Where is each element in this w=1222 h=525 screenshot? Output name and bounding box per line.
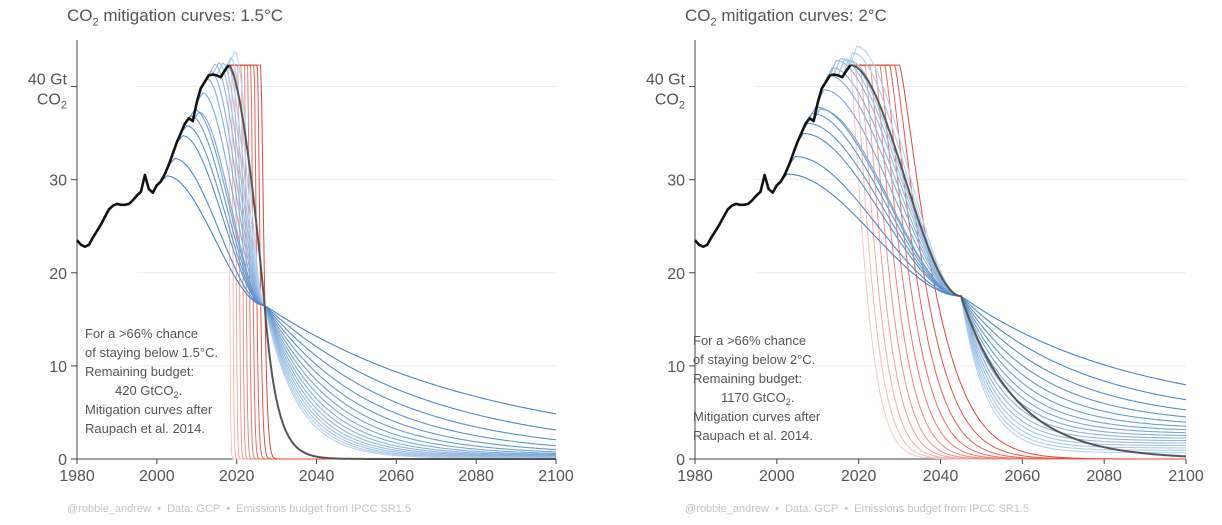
blue-curve: [829, 59, 1186, 442]
chart-plot-1p5: 0 10 20 30 40 Gt CO2 1980 2000 2020 2040 2060 2080 2…: [28, 40, 574, 485]
x-tick-label: 2080: [1086, 468, 1122, 485]
chart-panel-1p5: CO2 mitigation curves: 1.5°C 0 10 20 30 40 G…: [28, 6, 574, 515]
red-curve: [228, 64, 556, 460]
y-unit-label: 40 Gt: [28, 72, 68, 89]
chart-title: CO2 mitigation curves: 2°C: [685, 6, 887, 29]
annotation-line: For a >66% chance: [693, 333, 806, 348]
blue-curve: [805, 112, 1187, 423]
annotation-line: of staying below 2°C.: [693, 352, 815, 367]
red-curve: [228, 64, 556, 460]
x-tick-label: 2060: [379, 468, 415, 485]
blue-curve: [220, 63, 556, 459]
red-curve: [228, 64, 556, 460]
red-curve: [228, 64, 556, 460]
blue-curve: [224, 56, 556, 459]
blue-curve: [192, 111, 557, 455]
y-tick-label: 0: [58, 452, 67, 469]
y-tick-label: 0: [676, 452, 685, 469]
annotation-line: Mitigation curves after: [693, 409, 821, 424]
red-curve: [228, 64, 556, 460]
annotation-line: Remaining budget:: [693, 371, 802, 386]
x-tick-label: 2040: [923, 468, 959, 485]
chart-title: CO2 mitigation curves: 1.5°C: [67, 6, 284, 29]
blue-curve: [228, 50, 556, 459]
x-tick-label: 2080: [458, 468, 494, 485]
x-tick-label: 2040: [299, 468, 335, 485]
x-tick-label: 1980: [59, 468, 95, 485]
annotation-line: For a >66% chance: [85, 326, 198, 341]
x-tick-label: 2100: [538, 468, 574, 485]
reference-curve: [850, 64, 1187, 458]
annotation-line: Raupach et al. 2014.: [693, 428, 813, 443]
blue-curve: [837, 58, 1186, 447]
annotation-line: of staying below 1.5°C.: [85, 345, 218, 360]
chart-credit: @robbie_andrew • Data: GCP • Emissions b…: [685, 503, 1030, 515]
red-curve: [228, 64, 556, 460]
blue-curve: [813, 108, 1187, 431]
annotation-line: 420 GtCO2.: [115, 383, 182, 400]
y-tick-label: 30: [49, 173, 67, 190]
historical-line: [76, 64, 230, 248]
annotation-line: Mitigation curves after: [85, 402, 213, 417]
blue-curve: [176, 135, 557, 441]
blue-curve: [180, 125, 557, 447]
red-curve: [228, 65, 556, 460]
y-tick-label: 20: [49, 266, 67, 283]
blue-curve: [160, 175, 557, 415]
blue-curve: [184, 115, 557, 451]
chart-credit: @robbie_andrew • Data: GCP • Emissions b…: [67, 503, 412, 515]
y-tick-label: 30: [667, 173, 685, 190]
red-curve: [228, 64, 556, 460]
x-tick-label: 1980: [677, 468, 713, 485]
historical-line: [694, 64, 852, 248]
blue-curve: [780, 173, 1187, 386]
chart-plot-2: 0 10 20 30 40 Gt CO2 1980 2000 2020 2040 2060 2080 2…: [646, 40, 1204, 485]
x-tick-label: 2020: [841, 468, 877, 485]
red-curve: [228, 64, 556, 460]
y-tick-label: 10: [667, 359, 685, 376]
blue-curve: [196, 92, 556, 456]
annotation-line: Raupach et al. 2014.: [85, 421, 205, 436]
red-curve: [850, 64, 1186, 460]
blue-curve: [796, 132, 1187, 411]
blue-curve: [845, 52, 1186, 451]
blue-curve: [168, 158, 557, 431]
blue-curve: [788, 156, 1187, 401]
x-tick-label: 2100: [1168, 468, 1204, 485]
x-tick-label: 2060: [1005, 468, 1041, 485]
blue-curve: [833, 58, 1186, 444]
y-unit-label: CO2: [655, 92, 685, 112]
annotation-line: Remaining budget:: [85, 364, 194, 379]
x-tick-label: 2000: [139, 468, 175, 485]
blue-curve: [825, 67, 1186, 439]
chart-panel-2: CO2 mitigation curves: 2°C 0 10 20 30 40 Gt C…: [611, 0, 1222, 525]
blue-curve: [809, 106, 1187, 427]
y-tick-label: 10: [49, 359, 67, 376]
reference-curve: [228, 64, 556, 460]
red-curve: [228, 64, 556, 460]
blue-curve: [817, 89, 1186, 434]
blue-curve: [188, 109, 557, 453]
x-tick-label: 2020: [219, 468, 255, 485]
x-tick-label: 2000: [759, 468, 795, 485]
red-curve: [228, 64, 556, 460]
y-tick-label: 20: [667, 266, 685, 283]
annotation-line: 1170 GtCO2.: [721, 390, 794, 407]
blue-curve: [800, 122, 1187, 418]
y-unit-label: CO2: [37, 92, 67, 112]
y-unit-label: 40 Gt: [646, 72, 686, 89]
